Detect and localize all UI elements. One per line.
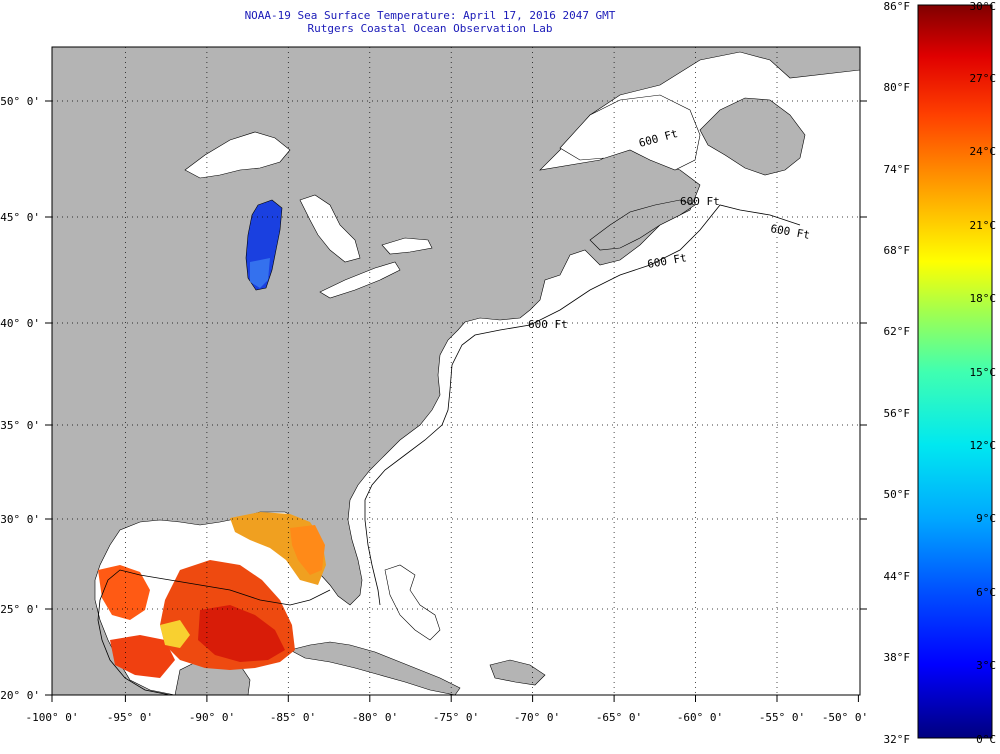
shelf-contour-atlantic <box>364 204 801 606</box>
fahrenheit-label: 62°F <box>884 325 911 338</box>
map-plot-area <box>52 47 860 695</box>
celsius-label: 3°C <box>976 659 996 672</box>
lon-label: -100° 0' <box>26 711 79 724</box>
lake-huron <box>299 194 361 263</box>
gulf-sst-florida <box>290 525 325 575</box>
tick-marks <box>45 100 867 702</box>
celsius-label: 27°C <box>970 72 997 85</box>
gulf-sst-red-core <box>198 605 285 662</box>
celsius-label: 12°C <box>970 439 997 452</box>
lake-superior <box>184 131 291 179</box>
gulf-sst-west <box>98 565 150 620</box>
lat-label: 40° 0' <box>0 317 40 330</box>
lon-label: -70° 0' <box>514 711 560 724</box>
fahrenheit-label: 86°F <box>884 0 911 13</box>
land-newfoundland <box>699 97 806 176</box>
lon-label: -75° 0' <box>433 711 479 724</box>
celsius-label: 21°C <box>970 219 997 232</box>
celsius-label: 15°C <box>970 366 997 379</box>
color-scale-bar <box>917 4 993 739</box>
fahrenheit-label: 50°F <box>884 488 911 501</box>
celsius-label: 9°C <box>976 512 996 525</box>
lon-label: -65° 0' <box>596 711 642 724</box>
lat-label: 45° 0' <box>0 211 40 224</box>
lake-michigan-sst-south <box>250 258 270 288</box>
lake-erie <box>319 261 401 299</box>
lon-label: -60° 0' <box>677 711 723 724</box>
lon-label: -85° 0' <box>270 711 316 724</box>
color-scale: 86°F 80°F 74°F 68°F 62°F 56°F 50°F 44°F … <box>884 0 997 746</box>
fahrenheit-label: 74°F <box>884 163 911 176</box>
shelf-contour-gulf <box>97 569 331 695</box>
celsius-label: 18°C <box>970 292 997 305</box>
lat-label: 35° 0' <box>0 419 40 432</box>
land-cuba <box>289 641 461 695</box>
lat-label: 30° 0' <box>0 513 40 526</box>
fahrenheit-label: 32°F <box>884 733 911 746</box>
fahrenheit-label: 44°F <box>884 570 911 583</box>
fahrenheit-label: 80°F <box>884 81 911 94</box>
contour-label: 600 Ft <box>680 195 720 208</box>
lake-ontario <box>381 237 433 255</box>
celsius-label: 24°C <box>970 145 997 158</box>
fahrenheit-label: 68°F <box>884 244 911 257</box>
lon-label: -55° 0' <box>759 711 805 724</box>
contour-label: 600 Ft <box>528 318 568 331</box>
celsius-label: 30°C <box>970 0 997 13</box>
celsius-label: 6°C <box>976 586 996 599</box>
fahrenheit-label: 56°F <box>884 407 911 420</box>
lon-label: -50° 0' <box>822 711 868 724</box>
lon-label: -90° 0' <box>189 711 235 724</box>
lat-label: 20° 0' <box>0 689 40 702</box>
gulf-sst-sw <box>110 635 175 678</box>
gulf-st-lawrence <box>559 94 701 171</box>
map-subtitle: Rutgers Coastal Ocean Observation Lab <box>307 22 553 35</box>
gulf-sst-yellow <box>160 620 190 648</box>
graticule <box>52 47 860 695</box>
celsius-label: 0°C <box>976 733 996 746</box>
land-nova-scotia <box>589 199 696 251</box>
bahamas-outline <box>384 564 441 641</box>
fahrenheit-label: 38°F <box>884 651 911 664</box>
map-title: NOAA-19 Sea Surface Temperature: April 1… <box>244 9 616 22</box>
map-frame <box>51 46 861 696</box>
lon-label: -80° 0' <box>352 711 398 724</box>
lon-label: -95° 0' <box>107 711 153 724</box>
lat-label: 50° 0' <box>0 95 40 108</box>
hispaniola-outline <box>489 659 546 686</box>
lat-label: 25° 0' <box>0 603 40 616</box>
